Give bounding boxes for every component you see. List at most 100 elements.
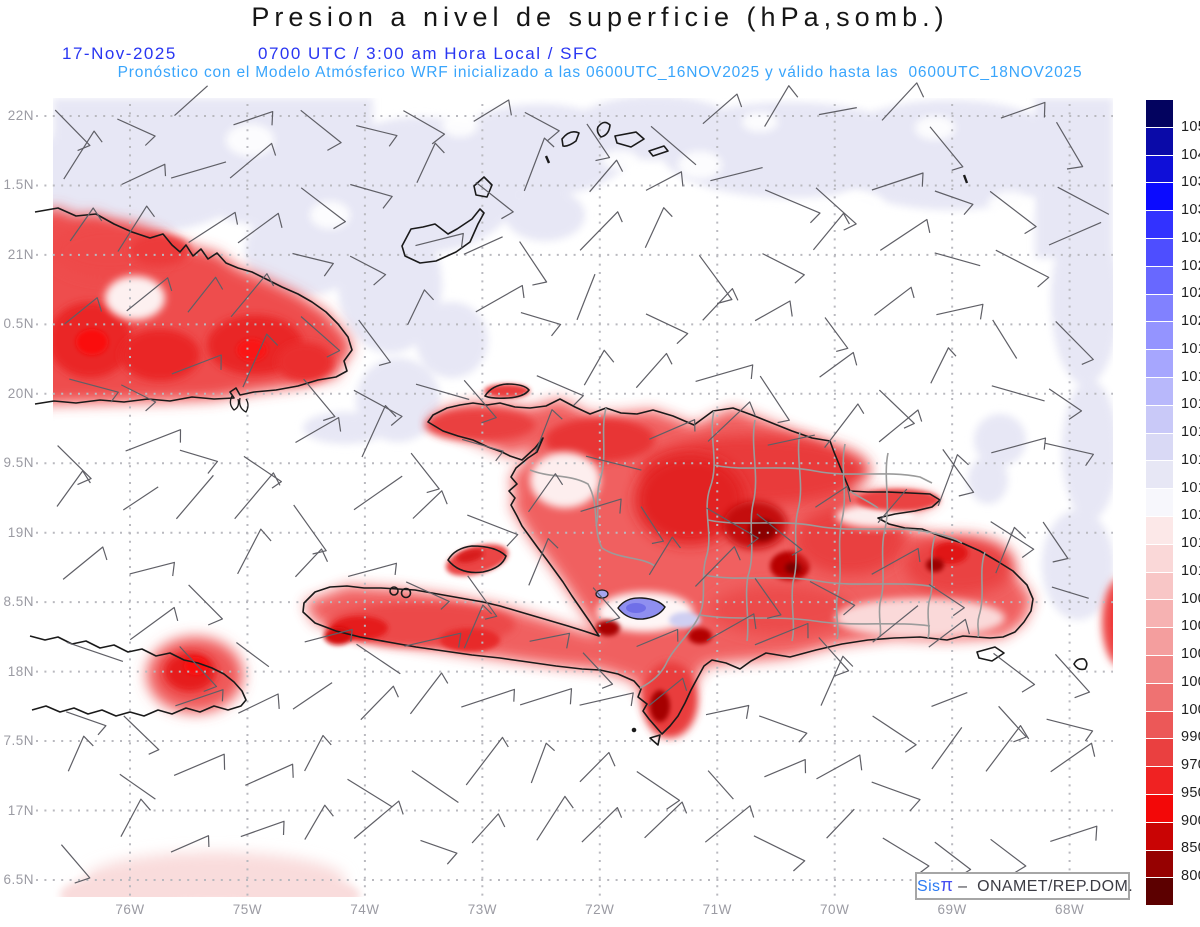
- wind-barb: [579, 751, 616, 783]
- lat-label: 6.5N: [3, 871, 34, 887]
- coast-turks-1: [561, 131, 580, 147]
- wind-barb: [582, 652, 614, 689]
- wind-barb: [179, 449, 219, 474]
- wind-barb: [636, 628, 679, 648]
- wind-barb: [818, 107, 857, 116]
- wind-barb: [989, 190, 1037, 235]
- coast-tortuga-island: [484, 383, 530, 400]
- wind-barb: [234, 472, 281, 520]
- coast-beata-islet: [649, 734, 661, 746]
- wind-barb: [292, 682, 333, 710]
- wind-barb: [995, 526, 1027, 574]
- wind-barb: [294, 548, 329, 578]
- coast-little-inagua: [473, 176, 493, 198]
- wind-barb: [463, 604, 493, 649]
- wind-barb: [353, 800, 404, 839]
- coast-cayemite-2: [400, 587, 412, 599]
- lon-label: 68W: [1054, 902, 1085, 917]
- wind-barb: [415, 232, 464, 249]
- wind-barb: [1042, 521, 1069, 563]
- wind-barb: [644, 801, 688, 839]
- wind-barb: [1054, 653, 1091, 699]
- wind-barb: [820, 655, 854, 706]
- wind-barb: [877, 488, 908, 524]
- colorbar-tick-label: 1016: [1181, 424, 1200, 441]
- wind-barb: [237, 528, 272, 575]
- wind-barb: [930, 347, 957, 384]
- wind-barb: [536, 375, 584, 406]
- coast-cayemite-1: [389, 586, 399, 596]
- lakes: [595, 589, 666, 620]
- wind-barb: [129, 606, 179, 641]
- wind-barb: [767, 434, 815, 446]
- wind-barb: [812, 212, 850, 251]
- wind-barb: [650, 125, 697, 166]
- lon-label: 70W: [820, 902, 850, 917]
- wind-barb: [473, 99, 512, 122]
- wind-barb: [702, 93, 743, 125]
- wind-barb: [1057, 186, 1110, 215]
- wind-barb: [407, 289, 435, 326]
- coast-hispaniola: [302, 398, 1034, 735]
- credit-box: Sisπ – ONAMET/REP.DOM.: [915, 872, 1133, 900]
- colorbar-tick-label: 1014: [1181, 479, 1200, 496]
- coast-jamaica: [29, 635, 247, 717]
- wind-barb: [589, 159, 624, 193]
- wind-barb: [415, 383, 470, 401]
- wind-barb: [698, 254, 733, 305]
- wind-barb: [754, 578, 782, 619]
- coastlines: [29, 121, 1088, 746]
- grid-lines: [36, 104, 1113, 897]
- wind-barb: [303, 378, 336, 422]
- colorbar-tick-label: 1025: [1181, 257, 1200, 274]
- wind-barb: [648, 536, 681, 576]
- wind-barb: [353, 475, 403, 511]
- wind-barb: [635, 352, 673, 389]
- wind-barb: [640, 506, 664, 545]
- wind-barb: [878, 409, 923, 443]
- wind-barb: [175, 689, 224, 707]
- wind-barb: [707, 401, 757, 442]
- colorbar-cell: [1146, 739, 1173, 768]
- colorbar-tick-label: 900: [1181, 812, 1200, 829]
- wind-barb: [463, 236, 503, 255]
- wind-barb: [179, 646, 218, 692]
- coast-great-inagua: [401, 208, 485, 264]
- wind-barb: [937, 454, 969, 507]
- wind-barb: [63, 130, 103, 180]
- wind-barb: [69, 207, 103, 242]
- lat-label: 18N: [7, 663, 34, 679]
- wind-barb: [304, 628, 353, 643]
- wind-barb: [809, 580, 856, 616]
- colorbar-tick-label: 1000: [1181, 701, 1200, 718]
- wind-barb: [702, 288, 739, 321]
- wind-barb: [412, 490, 448, 519]
- pressure-colorbar: [1146, 100, 1173, 906]
- wind-barb: [882, 837, 930, 875]
- wind-barb: [356, 125, 398, 147]
- wind-barb: [942, 449, 975, 497]
- wind-barb: [1050, 825, 1098, 842]
- wind-barb: [754, 622, 809, 646]
- colorbar-cell: [1146, 433, 1173, 462]
- lat-label: 7.5N: [3, 733, 34, 749]
- wind-barb: [520, 312, 562, 337]
- wind-barb: [995, 249, 1050, 288]
- wind-barb: [579, 692, 634, 707]
- province-borders: [529, 407, 986, 689]
- wind-barb: [66, 711, 107, 736]
- colorbar-cell: [1146, 266, 1173, 295]
- colorbar-cell: [1146, 850, 1173, 879]
- wind-barb: [758, 715, 808, 743]
- model-subtitle: Pronóstico con el Modelo Atmósferico WRF…: [117, 64, 1083, 81]
- wind-barb: [67, 735, 94, 772]
- colorbar-cell: [1146, 183, 1173, 212]
- wind-barb: [353, 389, 403, 426]
- wind-barb: [535, 409, 563, 452]
- wind-barb: [300, 316, 341, 358]
- wind-barb: [245, 763, 294, 786]
- wind-barb: [349, 255, 387, 286]
- wind-barb: [1000, 101, 1046, 119]
